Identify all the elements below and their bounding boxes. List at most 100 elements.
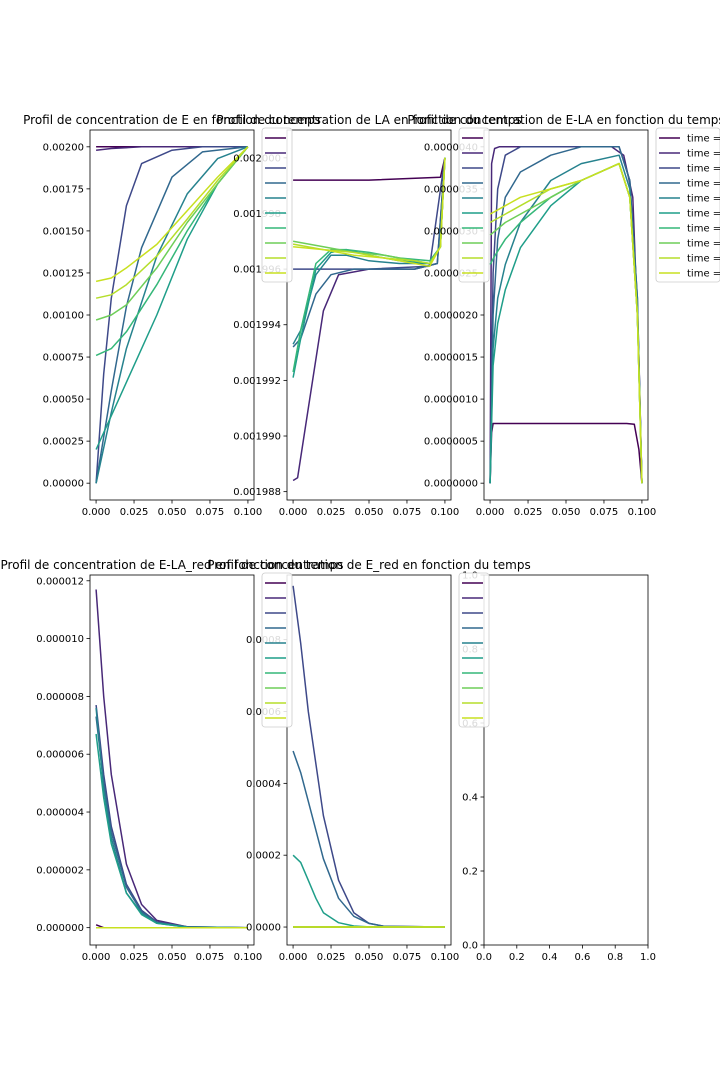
y-tick-label: 0.001996 [233, 265, 281, 276]
chart-title: Profil de concentration de LA en fonctio… [216, 113, 521, 127]
y-tick-label: 0.001988 [233, 487, 281, 498]
x-tick-label: 0.0 [476, 952, 492, 963]
legend-label: time = [687, 149, 720, 160]
chart-title: Profil de concentration de E-LA en fonct… [407, 113, 720, 127]
x-tick-label: 0.050 [355, 507, 384, 518]
x-tick-label: 0.6 [574, 952, 590, 963]
y-tick-label: 0.000000 [36, 923, 84, 934]
x-tick-label: 0.025 [317, 507, 346, 518]
legend-frame [261, 572, 293, 728]
legend-label: time = [687, 224, 720, 235]
series-line-8 [95, 146, 249, 321]
series-line-3 [293, 157, 446, 270]
y-tick-label: 0.000008 [36, 692, 84, 703]
y-tick-label: 0.00150 [43, 226, 84, 237]
legend-label: time = [687, 134, 720, 145]
series-line-1 [293, 157, 446, 181]
y-tick-label: 0.0000040 [424, 142, 478, 153]
series-line-2 [95, 589, 248, 929]
y-tick-label: 0.0000 [246, 923, 281, 934]
chart-title: Profil de concentration de E en fonction… [23, 113, 321, 127]
chart-title: Profil de concentration de E-LA_red en f… [1, 558, 344, 572]
x-tick-label: 0.000 [476, 507, 505, 518]
series-line-7 [489, 162, 643, 484]
legend-5 [458, 572, 490, 728]
legend-2 [458, 127, 490, 283]
series-line-4 [489, 146, 643, 484]
legend-label: time = [687, 209, 720, 220]
x-tick-label: 0.050 [158, 952, 187, 963]
x-tick-label: 0.025 [317, 952, 346, 963]
series-line-3 [292, 585, 445, 928]
x-tick-label: 0.050 [552, 507, 581, 518]
x-tick-label: 0.100 [431, 952, 460, 963]
y-tick-label: 0.000002 [36, 865, 84, 876]
series-line-10 [95, 146, 249, 283]
y-tick-label: 0.000012 [36, 576, 84, 587]
y-tick-label: 0.0000020 [424, 311, 478, 322]
series-line-6 [95, 733, 248, 929]
series-line-5 [489, 154, 643, 484]
series-line-10 [293, 157, 446, 268]
y-tick-label: 0.0000035 [424, 184, 478, 195]
subplot-1: 0.000 0.025 0.050 0.075 0.100 0.00000 0.00025 0… [23, 113, 321, 518]
chart-title: Profil de concentration de E_red en fonc… [207, 558, 530, 572]
series-line-6 [95, 146, 249, 450]
y-tick-label: 0.00125 [43, 268, 84, 279]
legend-label: time = [687, 239, 720, 250]
y-tick-label: 0.00000 [43, 479, 84, 490]
y-tick-label: 0.0000005 [424, 437, 478, 448]
x-tick-label: 0.100 [234, 952, 263, 963]
y-tick-label: 0.00075 [43, 353, 84, 364]
y-tick-label: 0.001998 [233, 209, 281, 220]
y-tick-label: 0.002000 [233, 153, 281, 164]
y-tick-label: 0.001990 [233, 432, 281, 443]
axes-frame [89, 574, 255, 946]
series-line-9 [292, 157, 446, 265]
y-tick-label: 0.00175 [43, 184, 84, 195]
y-tick-label: 0.000010 [36, 634, 84, 645]
axes-frame [483, 129, 649, 501]
series-line-4 [292, 750, 445, 928]
legend-label: time = [687, 194, 720, 205]
x-tick-label: 0.075 [196, 507, 225, 518]
x-tick-label: 0.8 [607, 952, 623, 963]
x-tick-label: 0.2 [509, 952, 525, 963]
series-line-5 [95, 146, 249, 484]
x-tick-label: 0.025 [120, 507, 149, 518]
y-tick-label: 0.0000015 [424, 353, 478, 364]
series-line-9 [95, 146, 249, 299]
legend-label: time = [687, 269, 720, 280]
x-tick-label: 0.000 [82, 507, 111, 518]
y-tick-label: 0.001994 [233, 320, 281, 331]
legend-label: time = [687, 254, 720, 265]
x-tick-label: 0.075 [393, 952, 422, 963]
y-tick-label: 0.000006 [36, 750, 84, 761]
legend-frame [261, 127, 293, 283]
y-tick-label: 0.001992 [233, 376, 281, 387]
x-tick-label: 0.000 [279, 507, 308, 518]
legend-label: time = [687, 164, 720, 175]
series-line-2 [292, 157, 446, 482]
legend-label: time = [687, 179, 720, 190]
series-line-6 [292, 854, 445, 928]
x-tick-label: 0.000 [279, 952, 308, 963]
x-tick-label: 0.050 [355, 952, 384, 963]
y-tick-label: 0.00200 [43, 142, 84, 153]
series-line-1 [489, 422, 643, 484]
subplot-2: 0.000 0.025 0.050 0.075 0.100 0.001988 0.00199… [216, 113, 521, 518]
axes-frame [89, 129, 255, 501]
x-tick-label: 0.075 [393, 507, 422, 518]
legend-frame [458, 572, 490, 728]
series-line-4 [95, 146, 248, 484]
x-tick-label: 0.100 [431, 507, 460, 518]
y-tick-label: 0.00050 [43, 395, 84, 406]
series-line-10 [489, 162, 643, 484]
legend-frame [458, 127, 490, 283]
x-tick-label: 1.0 [640, 952, 656, 963]
y-tick-label: 0.000004 [36, 808, 84, 819]
x-tick-label: 0.050 [158, 507, 187, 518]
x-tick-label: 0.075 [196, 952, 225, 963]
series-line-9 [489, 162, 643, 484]
